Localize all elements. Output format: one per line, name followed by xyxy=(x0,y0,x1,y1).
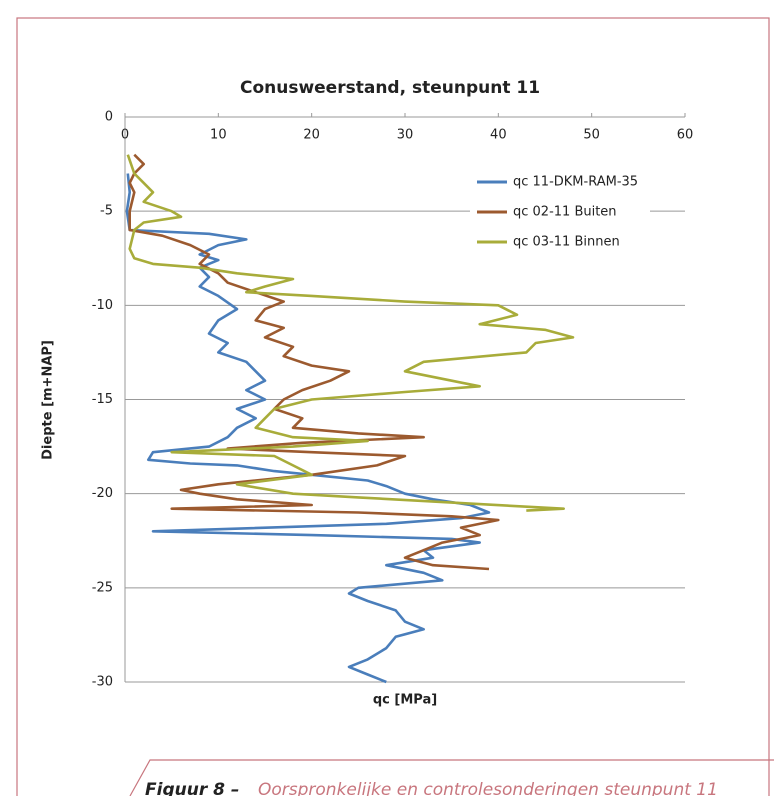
y-tick-label: -5 xyxy=(100,204,113,219)
legend-label: qc 03-11 Binnen xyxy=(513,235,620,250)
x-tick-label: 0 xyxy=(121,128,129,143)
x-tick-label: 20 xyxy=(303,128,320,143)
x-tick-label: 50 xyxy=(583,128,600,143)
x-axis-label: qc [MPa] xyxy=(373,693,437,708)
data-line xyxy=(126,154,575,512)
frame xyxy=(16,17,770,796)
x-tick-label: 60 xyxy=(677,128,694,143)
y-tick-label: -15 xyxy=(92,392,113,407)
x-tick-label: 10 xyxy=(210,128,227,143)
y-tick-label: -10 xyxy=(92,298,113,313)
legend-label: qc 11-DKM-RAM-35 xyxy=(513,175,638,190)
y-tick-label: -20 xyxy=(92,486,113,501)
x-tick-label: 40 xyxy=(490,128,507,143)
caption-label: Figuur 8 – xyxy=(145,780,239,796)
x-tick-label: 30 xyxy=(397,128,414,143)
y-tick-label: -30 xyxy=(92,675,113,690)
caption-text: Oorspronkelijke en controlesonderingen s… xyxy=(258,780,718,796)
caption-frame xyxy=(129,759,774,796)
data-line xyxy=(125,173,491,684)
legend-label: qc 02-11 Buiten xyxy=(513,205,617,220)
y-axis-label: Diepte [m+NAP] xyxy=(41,340,56,460)
y-tick-label: 0 xyxy=(105,110,113,125)
y-tick-label: -25 xyxy=(92,580,113,595)
chart-title: Conusweerstand, steunpunt 11 xyxy=(240,78,540,98)
